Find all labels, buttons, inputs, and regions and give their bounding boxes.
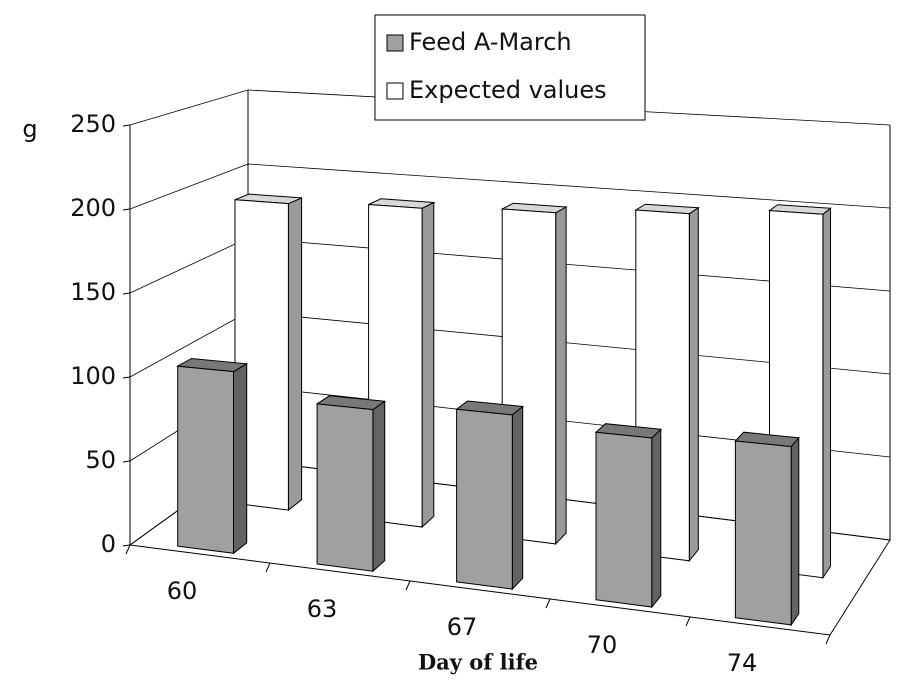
x-tick	[685, 616, 691, 627]
bar	[734, 431, 800, 627]
bar-side	[822, 207, 831, 580]
bar-side	[233, 362, 248, 555]
y-tick-label: 100	[70, 362, 116, 390]
x-tick	[545, 598, 551, 609]
y-tick-label: 0	[101, 530, 116, 558]
y-tick	[122, 376, 131, 379]
bar	[455, 400, 524, 591]
bar	[176, 357, 249, 555]
x-tick-label: 63	[307, 595, 338, 623]
y-tick-label: 50	[85, 446, 116, 474]
y-tick	[122, 124, 131, 127]
y-tick-label: 200	[70, 194, 116, 222]
legend-label: Expected values	[409, 76, 607, 104]
y-tick	[122, 544, 131, 547]
x-tick	[125, 544, 131, 555]
bar-side	[421, 201, 435, 529]
y-tick-label: 250	[70, 110, 116, 138]
bar-front	[456, 408, 513, 590]
y-tick	[122, 208, 131, 211]
legend-box	[374, 14, 646, 121]
bar-side	[555, 206, 567, 546]
legend-label: Feed A-March	[409, 28, 572, 56]
bar-side	[651, 428, 662, 609]
x-tick-label: 70	[587, 631, 618, 659]
bar	[234, 193, 303, 512]
y-tick-label: 150	[70, 278, 116, 306]
x-tick	[405, 580, 411, 591]
y-tick	[122, 460, 131, 463]
bar-side	[688, 206, 699, 563]
y-axis-title: g	[22, 115, 37, 143]
legend-swatch	[386, 34, 404, 52]
x-tick-label: 60	[167, 577, 198, 605]
x-tick-label: 67	[447, 613, 478, 641]
x-axis-title: Day of life	[418, 650, 538, 675]
bar	[315, 395, 387, 573]
bar-front	[316, 403, 374, 572]
legend-swatch	[386, 82, 404, 100]
bar-front	[595, 431, 653, 608]
bar-front	[177, 365, 234, 554]
grid-line	[129, 163, 891, 210]
x-tick-label: 74	[727, 649, 758, 677]
bar	[594, 423, 662, 609]
bar-side	[372, 400, 386, 573]
x-tick	[825, 634, 831, 645]
grid-line	[129, 89, 891, 126]
bar-side	[511, 405, 524, 591]
bars	[176, 193, 832, 627]
legend: Feed A-March Expected values	[374, 14, 646, 121]
bar-side	[790, 436, 800, 627]
x-tick	[265, 562, 271, 573]
bar-front	[734, 440, 792, 626]
bar-side	[287, 197, 303, 512]
y-tick	[122, 292, 131, 295]
bar-front	[234, 199, 289, 511]
